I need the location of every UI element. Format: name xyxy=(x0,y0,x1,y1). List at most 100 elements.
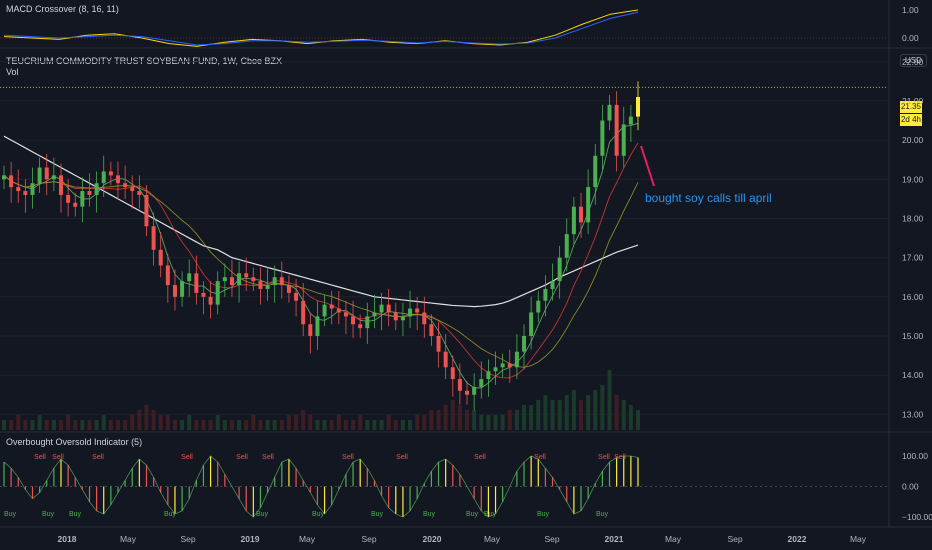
price-y-tick: 13.00 xyxy=(902,409,924,419)
volume-bar xyxy=(23,420,28,430)
volume-bar xyxy=(586,395,591,430)
sell-signal: Sell xyxy=(342,454,354,461)
volume-bar xyxy=(80,420,85,430)
volume-bar xyxy=(415,415,420,430)
x-axis-tick: Sep xyxy=(727,534,742,544)
candle-body xyxy=(9,175,14,188)
buy-signal: Buy xyxy=(256,511,269,518)
ma-200-line xyxy=(3,135,639,308)
volume-bar xyxy=(579,400,584,430)
annotation-arrow xyxy=(640,145,655,187)
volume-bar xyxy=(522,405,527,430)
price-y-tick: 17.00 xyxy=(902,253,924,263)
x-axis-tick: 2018 xyxy=(58,534,77,544)
last-price-tag: 21.35 xyxy=(900,101,922,113)
volume-bar xyxy=(151,410,156,430)
candle-body xyxy=(23,191,28,195)
sell-signal: Sell xyxy=(262,454,274,461)
candle-body xyxy=(144,194,149,227)
volume-bars xyxy=(2,370,640,430)
candle-body xyxy=(115,175,120,184)
volume-bar xyxy=(636,410,640,430)
candle-body xyxy=(557,257,562,282)
volume-bar xyxy=(529,405,534,430)
volume-bar xyxy=(222,420,227,430)
candle-body xyxy=(358,324,363,329)
candle-body xyxy=(215,281,220,305)
candle-body xyxy=(579,206,584,223)
macd-lines xyxy=(3,9,639,47)
osc-y-tick: 0.00 xyxy=(902,482,919,492)
x-axis-tick: Sep xyxy=(180,534,195,544)
volume-bar xyxy=(58,420,63,430)
price-y-tick: 14.00 xyxy=(902,370,924,380)
price-y-tick: 18.00 xyxy=(902,213,924,223)
candle-body xyxy=(479,379,484,387)
candle-body xyxy=(87,191,92,195)
candle-body xyxy=(30,183,35,195)
buy-signal: Buy xyxy=(423,511,436,518)
volume-bar xyxy=(336,415,341,430)
volume-bar xyxy=(557,400,562,430)
candle-body xyxy=(308,324,313,336)
candle-body xyxy=(607,104,612,121)
sell-signal: Sell xyxy=(598,454,610,461)
candle-body xyxy=(258,281,263,289)
candle-body xyxy=(222,277,227,282)
x-axis-labels: 2018 May Sep 2019 May Sep 2020 May Sep 2021 May Sep… xyxy=(58,534,867,544)
candle-body xyxy=(51,175,56,180)
volume-bar xyxy=(272,420,277,430)
volume-bar xyxy=(101,415,106,430)
candle-body xyxy=(58,175,63,195)
candle-body xyxy=(2,175,6,180)
candle-body xyxy=(365,316,370,329)
buy-signal: Buy xyxy=(42,511,55,518)
volume-bar xyxy=(279,420,284,430)
sell-signal: Sell xyxy=(614,454,626,461)
volume-bar xyxy=(479,415,484,430)
volume-bar xyxy=(628,405,633,430)
volume-bar xyxy=(237,420,242,430)
candle-body xyxy=(571,206,576,235)
candle-body xyxy=(229,277,234,286)
annotation-text[interactable]: bought soy calls till april xyxy=(645,191,772,205)
macd-y-tick: 0.00 xyxy=(902,33,919,43)
candle-body xyxy=(194,273,199,293)
volume-bar xyxy=(393,420,398,430)
candle-body xyxy=(265,285,270,289)
candle-body xyxy=(73,202,78,207)
currency-badge[interactable]: USD xyxy=(900,54,927,67)
volume-bar xyxy=(386,415,391,430)
candle-body xyxy=(408,308,413,317)
candle-body xyxy=(301,300,306,325)
candle-body xyxy=(101,171,106,184)
candle-body xyxy=(586,187,591,223)
volume-bar xyxy=(115,420,120,430)
volume-bar xyxy=(379,420,384,430)
candle-body xyxy=(422,312,427,325)
candle-body xyxy=(94,183,99,195)
candle-body xyxy=(550,281,555,289)
volume-bar xyxy=(564,395,569,430)
volume-bar xyxy=(457,405,462,430)
volume-bar xyxy=(137,410,142,430)
volume-bar xyxy=(286,415,291,430)
volume-bar xyxy=(123,420,128,430)
x-axis-tick: May xyxy=(484,534,501,544)
macd-y-tick: 1.00 xyxy=(902,5,919,15)
candle-body xyxy=(400,316,405,321)
volume-bar xyxy=(329,420,334,430)
candle-body xyxy=(386,304,391,313)
volume-bar xyxy=(158,415,163,430)
volume-bar xyxy=(493,415,498,430)
macd-series-1 xyxy=(3,11,639,46)
candle-body xyxy=(158,249,163,266)
x-axis-tick: May xyxy=(120,534,137,544)
price-y-tick: 21.00 xyxy=(902,96,924,106)
volume-bar xyxy=(621,400,626,430)
candle-body xyxy=(279,277,284,286)
bar-countdown-value: 2d 4h xyxy=(900,115,922,124)
volume-bar xyxy=(194,420,199,430)
buy-signal: Buy xyxy=(484,511,497,518)
